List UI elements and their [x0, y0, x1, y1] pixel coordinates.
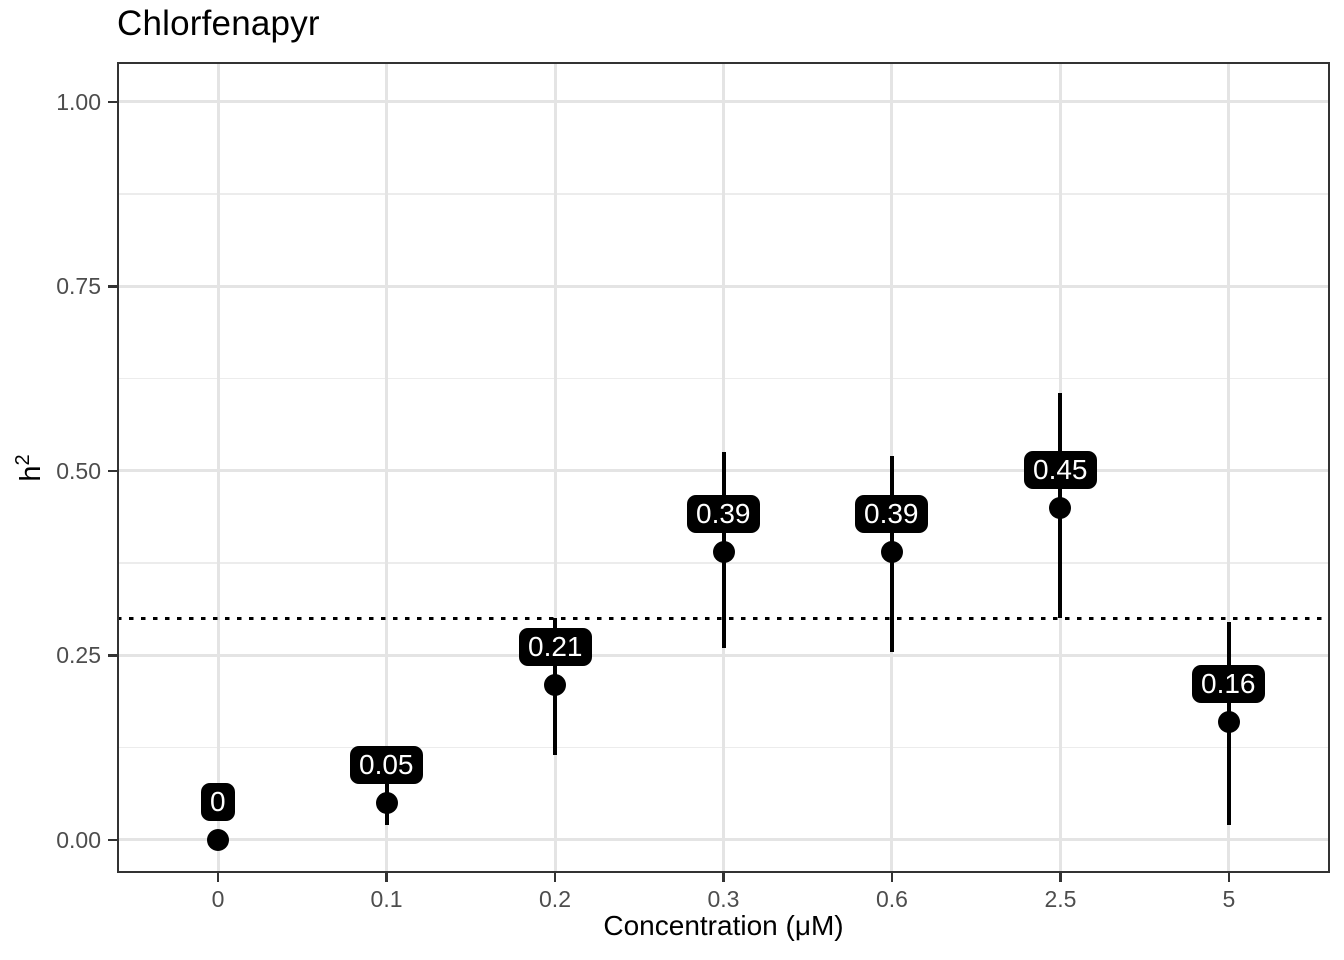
y-tick-mark	[108, 838, 117, 842]
x-tick-mark	[1059, 873, 1062, 882]
y-tick-label: 1.00	[56, 88, 101, 115]
data-point	[375, 791, 398, 814]
x-tick-label: 0.6	[875, 886, 908, 912]
y-tick-label: 0.00	[56, 826, 101, 853]
x-axis-title: Concentration (μM)	[603, 910, 844, 941]
data-point	[712, 540, 735, 563]
data-point	[1217, 710, 1240, 733]
point-value-label: 0.05	[350, 745, 423, 784]
point-value-label: 0.21	[519, 627, 592, 666]
x-tick-label: 0.2	[539, 886, 571, 912]
gridline-major-x	[216, 62, 220, 873]
y-tick-label: 0.75	[56, 273, 101, 300]
x-tick-mark	[722, 873, 725, 882]
x-tick-label: 0.1	[370, 886, 403, 912]
point-value-label: 0.39	[855, 494, 928, 533]
data-point	[880, 540, 903, 563]
point-value-label: 0.16	[1192, 664, 1265, 703]
gridline-major-x	[385, 62, 389, 873]
gridline-major-x	[553, 62, 557, 873]
data-point	[1049, 496, 1072, 519]
y-tick-mark	[108, 100, 117, 104]
x-tick-mark	[1227, 873, 1231, 882]
x-tick-mark	[216, 873, 220, 882]
y-tick-mark	[108, 469, 117, 473]
y-tick-label: 0.50	[56, 457, 101, 484]
x-tick-label: 0	[211, 886, 225, 912]
x-tick-label: 5	[1222, 886, 1236, 912]
x-tick-mark	[890, 873, 894, 882]
point-value-label: 0	[201, 782, 235, 821]
chart-title: Chlorfenapyr	[117, 4, 320, 43]
gridline-major-x	[1227, 62, 1231, 873]
x-tick-label: 2.5	[1044, 886, 1077, 912]
data-point	[544, 673, 567, 696]
y-tick-mark	[108, 654, 117, 657]
data-point	[207, 828, 230, 851]
y-tick-label: 0.25	[56, 642, 101, 669]
x-tick-mark	[385, 873, 388, 882]
point-value-label: 0.39	[687, 494, 760, 533]
y-tick-mark	[108, 285, 117, 288]
x-tick-mark	[553, 873, 557, 882]
plot-panel: 0 0.05 0.21 0.39 0.39 0.45 0.16	[117, 62, 1330, 873]
x-tick-label: 0.3	[707, 886, 740, 912]
point-value-label: 0.45	[1024, 450, 1097, 489]
